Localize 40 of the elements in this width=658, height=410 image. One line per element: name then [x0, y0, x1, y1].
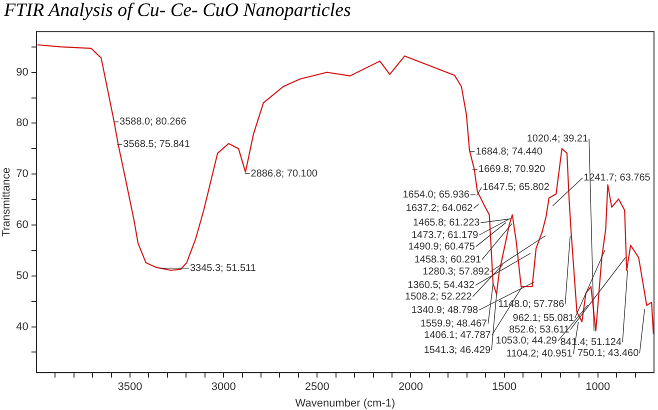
x-tick-label: 1000: [586, 381, 610, 394]
annotation: 1684.8; 74.440: [476, 146, 543, 158]
y-tick-label: 50: [16, 270, 28, 282]
annotation: 1360.5; 54.432: [408, 280, 475, 292]
x-axis-title: Wavenumber (cm-1): [295, 397, 396, 410]
y-tick-label: 40: [16, 320, 28, 333]
annotation: 1104.2; 40.951: [506, 348, 573, 360]
annotation: 1559.9; 48.467: [420, 318, 488, 330]
annotation: 1508.2; 52.222: [405, 291, 472, 302]
annotation: 1541.3; 46.429: [424, 344, 491, 356]
annotation: 750.1; 43.460: [577, 348, 640, 359]
annotation: 3568.5; 75.841: [123, 139, 190, 150]
annotation: 1490.9; 60.475: [408, 241, 476, 252]
annotation: 1473.7; 61.179: [411, 230, 479, 241]
x-tick-label: 3500: [118, 381, 142, 394]
annotation: 1406.1; 47.787: [424, 330, 492, 341]
annotation: 3588.0; 80.266: [120, 116, 187, 128]
x-tick-label: 1500: [492, 381, 517, 394]
y-tick-label: 70: [16, 168, 28, 180]
x-tick-label: 2500: [304, 381, 330, 394]
annotation: 1280.3; 57.892: [422, 266, 490, 278]
chart-title: FTIR Analysis of Cu- Ce- CuO Nanoparticles: [3, 0, 352, 22]
annotation: 1654.0; 65.936: [402, 190, 470, 201]
annotation: 3345.3; 51.511: [190, 262, 256, 274]
y-tick-label: 90: [16, 66, 28, 78]
annotation: 1465.8; 61.223: [412, 218, 480, 229]
y-tick-label: 80: [16, 117, 28, 130]
annotation: 2886.8; 70.100: [250, 168, 318, 180]
annotation: 1053.0; 44.29: [496, 336, 558, 347]
x-tick-label: 2000: [398, 381, 423, 394]
annotation: 1020.4; 39.21: [526, 134, 588, 145]
y-tick-label: 60: [16, 219, 28, 232]
annotation: 1669.8; 70.920: [478, 164, 546, 176]
annotation: 1647.5; 65.802: [482, 182, 550, 194]
x-tick-label: 3000: [211, 381, 236, 394]
annotation: 1340.9; 48.798: [411, 304, 478, 316]
annotation: 1637.2; 64.062: [406, 203, 474, 214]
annotation: 962.1; 55.081: [512, 312, 574, 324]
y-axis-title: Transmittance: [0, 167, 13, 237]
annotation: 1458.3; 60.291: [414, 254, 482, 266]
